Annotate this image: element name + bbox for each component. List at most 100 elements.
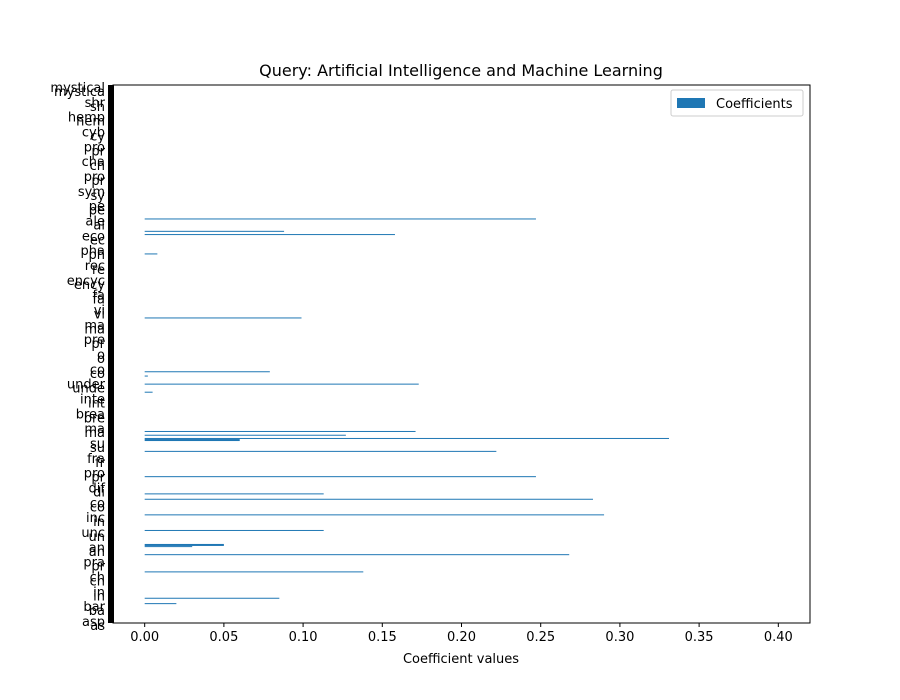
- y-tick-label: inte: [80, 393, 105, 408]
- y-tick-label-overlap: re: [92, 263, 105, 278]
- y-tick-label-overlap: pr: [91, 560, 105, 575]
- y-tick-label-overlap: un: [89, 530, 105, 545]
- bars-group: [144, 218, 670, 605]
- y-tick-label: pro: [84, 170, 105, 185]
- y-tick-label-overlap: sh: [90, 100, 105, 115]
- y-tick-label: asp: [82, 615, 105, 630]
- y-tick-label-overlap: ch: [90, 159, 105, 174]
- y-tick-label: ma: [84, 422, 105, 437]
- y-tick-label: brea: [76, 407, 105, 422]
- x-tick-label: 0.05: [209, 630, 238, 645]
- y-tick-label: cyb: [82, 126, 105, 141]
- x-axis-label: Coefficient values: [403, 652, 519, 667]
- y-tick-label: co: [90, 496, 105, 511]
- y-tick-label: ch: [90, 571, 105, 586]
- bar: [144, 383, 419, 385]
- y-tick-label-overlap: an: [89, 545, 105, 560]
- bar: [144, 603, 177, 605]
- x-tick-label: 0.30: [605, 630, 634, 645]
- bar: [144, 391, 153, 393]
- legend: Coefficients: [670, 89, 804, 117]
- bar: [144, 371, 270, 373]
- y-tick-label-overlap: pe: [89, 204, 105, 219]
- y-tick-label: o: [97, 348, 105, 363]
- bar: [144, 546, 193, 548]
- y-tick-label-overlap: ency: [74, 278, 105, 293]
- bar: [144, 543, 224, 546]
- y-tick-label: pre: [84, 333, 105, 348]
- y-tick-label-overlap: in: [93, 589, 105, 604]
- y-tick-label: mystical: [50, 81, 105, 96]
- y-tick-label: dif: [89, 482, 106, 497]
- bar: [144, 571, 364, 573]
- x-axis-ticks: 0.00 0.05 0.10 0.15 0.20 0.25 0.30 0.35 0.40: [130, 623, 793, 645]
- bar: [144, 597, 280, 599]
- y-tick-label: pro: [84, 467, 105, 482]
- y-tick-label: ale: [85, 215, 105, 230]
- y-tick-label-overlap: vi: [94, 308, 105, 323]
- y-tick-label: fa: [92, 289, 105, 304]
- y-tick-label: bar: [83, 600, 105, 615]
- bar: [144, 230, 285, 232]
- y-tick-label: cha: [82, 155, 105, 170]
- bar: [144, 253, 158, 255]
- x-tick-label: 0.10: [289, 630, 318, 645]
- y-tick-label-overlap: pr: [91, 471, 105, 486]
- y-tick-label: eco: [82, 229, 105, 244]
- y-tick-label-overlap: o: [97, 352, 105, 367]
- y-tick-label-overlap: al: [93, 219, 105, 234]
- y-tick-label: under: [67, 378, 106, 393]
- y-axis-ticks: mysticalmysticashrshhemphemcybcyproprcha…: [50, 81, 105, 634]
- legend-frame: [670, 89, 804, 117]
- bar: [144, 476, 536, 478]
- y-tick-label-overlap: mystica: [54, 85, 105, 100]
- y-tick-label: su: [90, 437, 105, 452]
- y-tick-label: shr: [85, 96, 106, 111]
- y-tick-label-overlap: ma: [84, 426, 105, 441]
- bar: [144, 450, 497, 452]
- bar: [144, 234, 395, 236]
- y-tick-label-overlap: ba: [89, 604, 105, 619]
- bar: [144, 375, 148, 377]
- y-tick-label: co: [90, 363, 105, 378]
- y-tick-label: hemp: [68, 111, 105, 126]
- legend-swatch: [677, 98, 705, 108]
- y-tick-label-overlap: ma: [84, 322, 105, 337]
- legend-label: Coefficients: [716, 97, 793, 112]
- bar: [144, 514, 605, 516]
- y-tick-label: pe: [89, 200, 105, 215]
- x-tick-label: 0.40: [764, 630, 793, 645]
- x-tick-label: 0.25: [526, 630, 555, 645]
- y-tick-label-overlap: in: [93, 515, 105, 530]
- y-tick-label-overlap: int: [88, 397, 105, 412]
- x-tick-label: 0.15: [368, 630, 397, 645]
- y-tick-label-overlap: as: [90, 619, 105, 634]
- x-tick-label: 0.20: [447, 630, 476, 645]
- y-tick-label-overlap: di: [93, 486, 105, 501]
- zero-line: [108, 85, 114, 623]
- x-tick-label: 0.35: [685, 630, 714, 645]
- y-tick-label-overlap: ch: [90, 575, 105, 590]
- y-tick-label: fra: [87, 452, 105, 467]
- y-tick-label: ma: [84, 318, 105, 333]
- chart-title: Query: Artificial Intelligence and Machi…: [259, 61, 663, 80]
- bar: [144, 493, 324, 495]
- y-tick-label: an: [89, 541, 105, 556]
- y-tick-label-overlap: unde: [72, 382, 105, 397]
- y-tick-label-overlap: fr: [95, 456, 106, 471]
- bar: [144, 430, 416, 432]
- y-tick-label: unc: [81, 526, 105, 541]
- bar: [144, 218, 536, 220]
- y-tick-label: in: [93, 585, 105, 600]
- y-tick-label-overlap: ph: [89, 248, 106, 263]
- x-tick-label: 0.00: [130, 630, 159, 645]
- y-tick-label-overlap: pr: [91, 337, 105, 352]
- y-tick-label-overlap: co: [90, 500, 105, 515]
- bar: [144, 529, 324, 531]
- y-tick-label: pro: [84, 140, 105, 155]
- y-tick-label-overlap: fa: [92, 293, 105, 308]
- bar: [144, 437, 670, 439]
- y-tick-label: inc: [86, 511, 105, 526]
- y-tick-label: rec: [85, 259, 105, 274]
